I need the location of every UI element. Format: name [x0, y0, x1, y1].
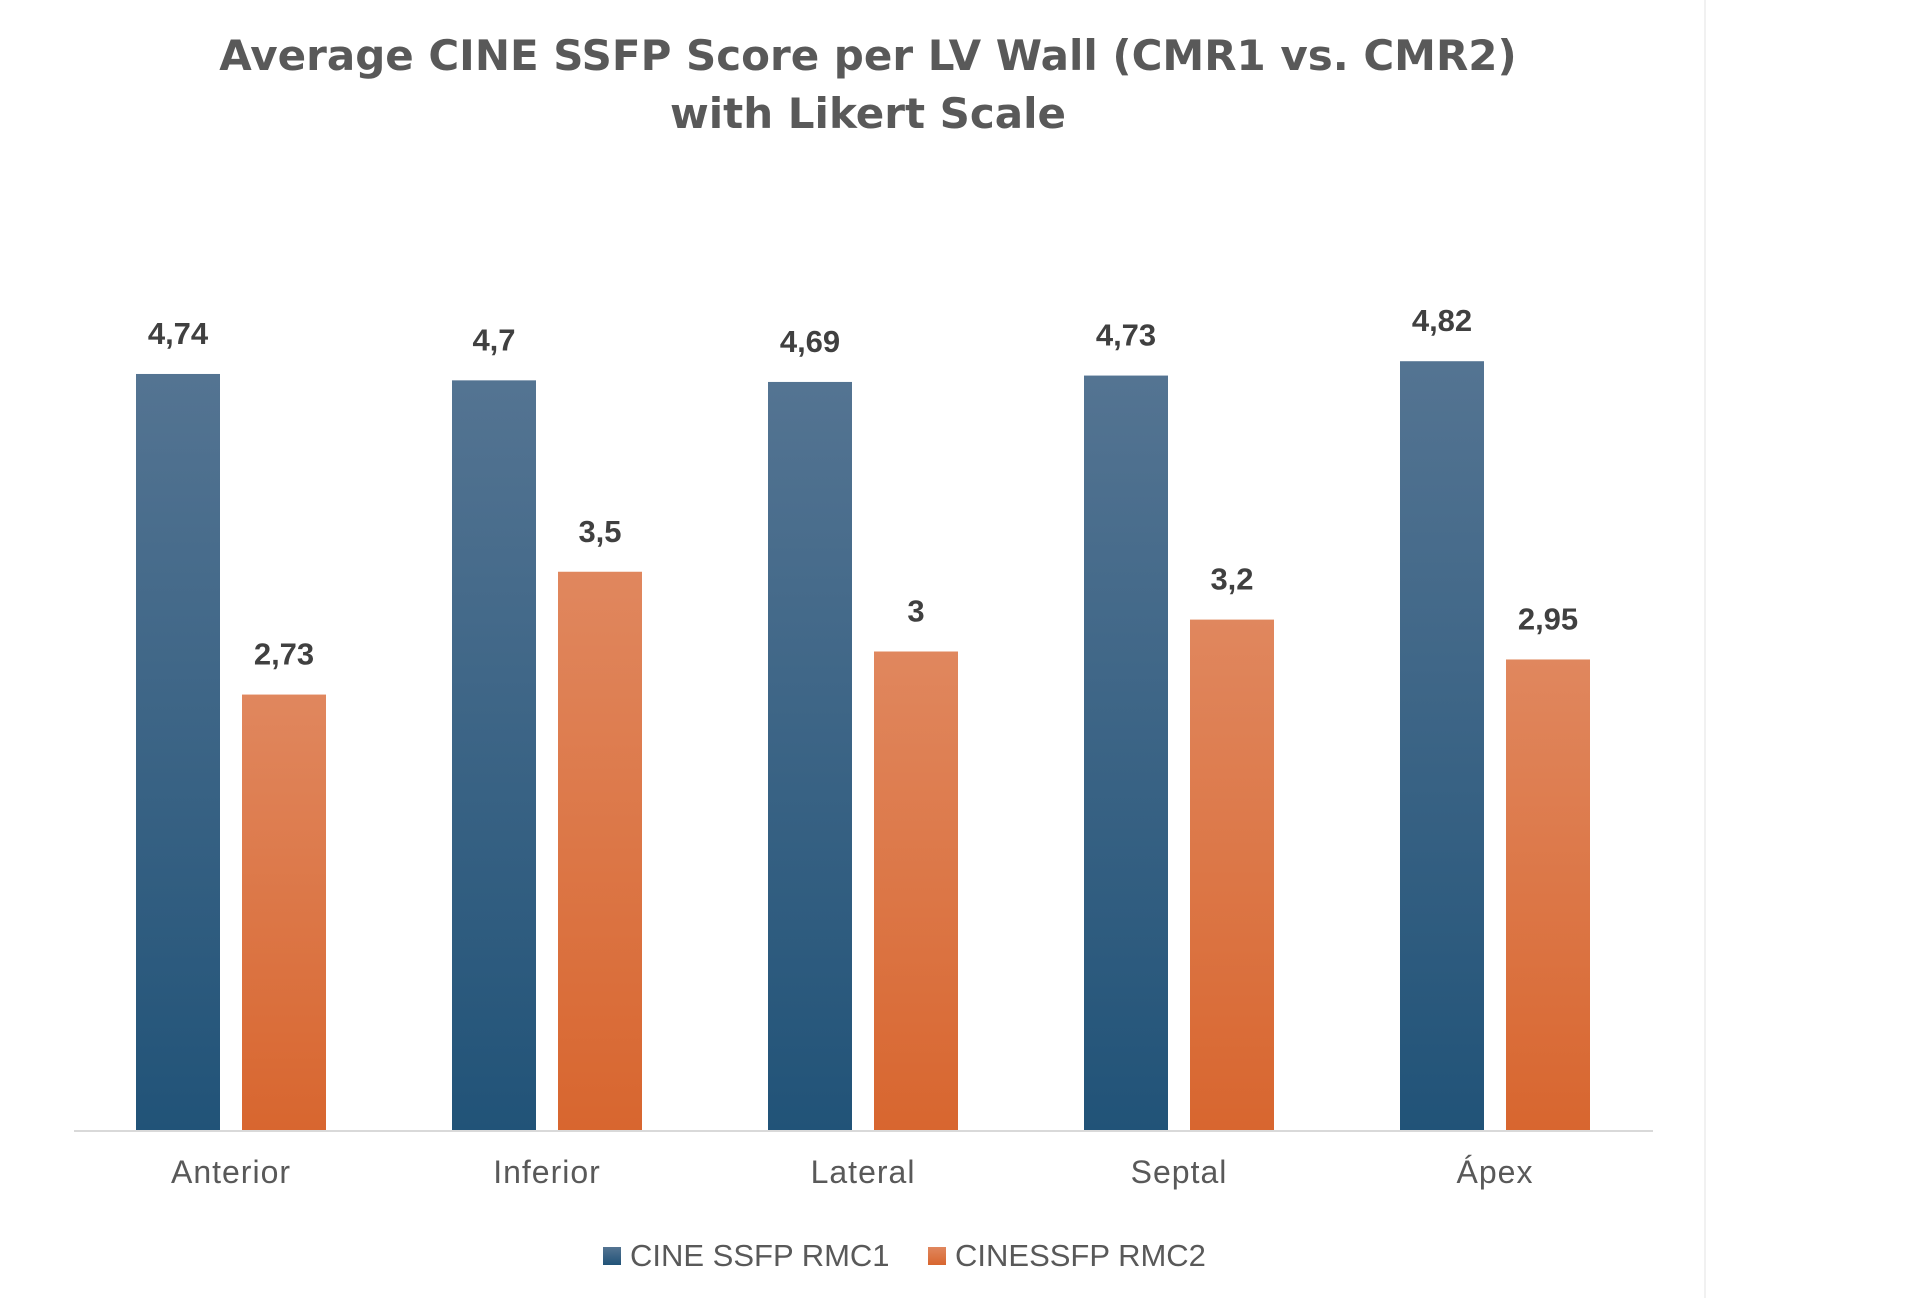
bar-2-anterior [242, 694, 326, 1130]
x-tick-label: Septal [1131, 1154, 1228, 1190]
bar-1-anterior [136, 373, 220, 1131]
bar-1-lateral [768, 381, 852, 1130]
data-label-1-ápex: 4,82 [1412, 303, 1472, 338]
data-labels-layer: 4,74 2,73 4,7 3,5 4,69 3 4,73 3,2 4,82 2,95 [148, 303, 1578, 671]
x-tick-label: Anterior [171, 1154, 291, 1190]
data-label-1-septal: 4,73 [1096, 318, 1156, 353]
legend-label-2: CINESSFP RMC2 [955, 1238, 1206, 1273]
bar-2-inferior [558, 571, 642, 1130]
data-label-2-anterior: 2,73 [254, 637, 314, 672]
right-divider [1704, 0, 1706, 1298]
bars-layer [136, 361, 1590, 1131]
bar-2-lateral [874, 651, 958, 1130]
legend-label-1: CINE SSFP RMC1 [630, 1238, 890, 1273]
data-label-2-lateral: 3 [907, 594, 924, 629]
bar-2-septal [1190, 619, 1274, 1130]
x-tick-labels: Anterior Inferior Lateral Septal Ápex [171, 1154, 1534, 1190]
data-label-2-ápex: 2,95 [1518, 601, 1578, 636]
data-label-1-lateral: 4,69 [780, 324, 840, 359]
x-tick-label: Inferior [493, 1154, 601, 1190]
legend-swatch-1 [603, 1247, 621, 1265]
legend: CINE SSFP RMC1 CINESSFP RMC2 [603, 1238, 1206, 1273]
bar-1-inferior [452, 380, 536, 1131]
x-tick-label: Lateral [811, 1154, 916, 1190]
bar-1-septal [1084, 375, 1168, 1130]
data-label-2-inferior: 3,5 [578, 514, 621, 549]
chart-subtitle: with Likert Scale [670, 89, 1066, 138]
data-label-1-anterior: 4,74 [148, 316, 209, 351]
data-label-2-septal: 3,2 [1210, 562, 1253, 597]
bar-2-ápex [1506, 659, 1590, 1130]
chart-title: Average CINE SSFP Score per LV Wall (CMR… [219, 31, 1516, 80]
legend-swatch-2 [928, 1247, 946, 1265]
data-label-1-inferior: 4,7 [472, 322, 515, 357]
x-tick-label: Ápex [1457, 1154, 1534, 1190]
bar-1-ápex [1400, 361, 1484, 1131]
